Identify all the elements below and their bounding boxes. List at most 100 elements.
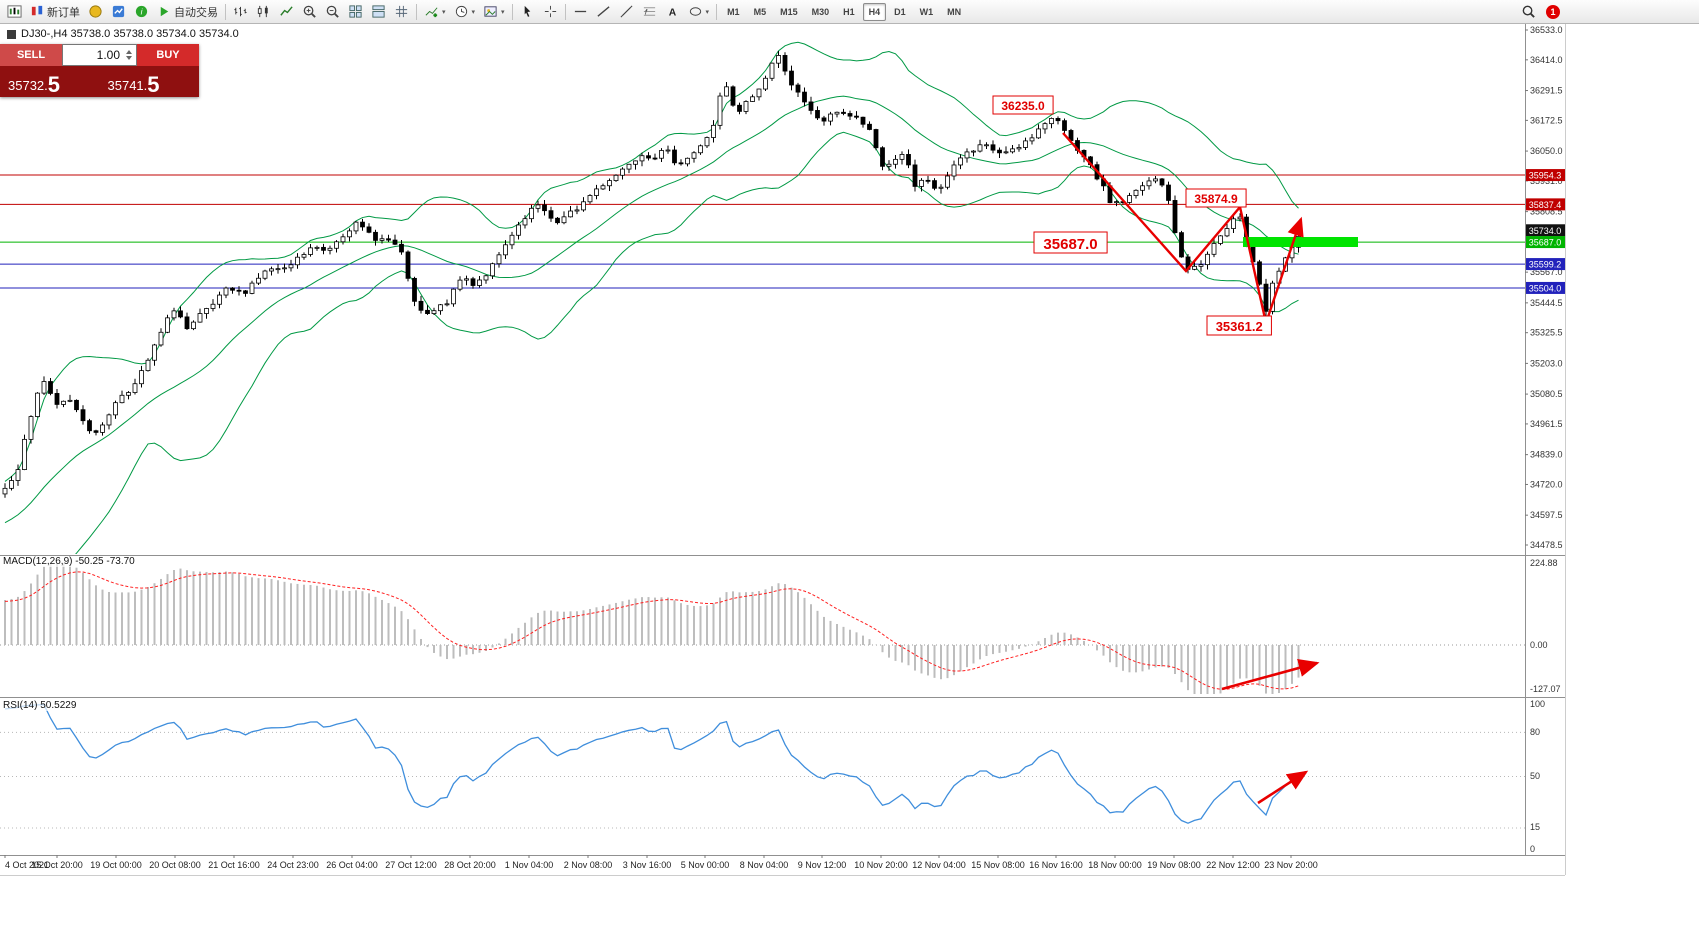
volume-spinner[interactable] xyxy=(123,50,134,60)
zoom-in-icon xyxy=(302,4,317,19)
chart-window-icon xyxy=(7,4,22,19)
svg-text:35734.0: 35734.0 xyxy=(1529,226,1562,236)
indicators-caret-icon: ▾ xyxy=(442,8,446,16)
svg-text:35203.0: 35203.0 xyxy=(1530,358,1563,368)
new-order-icon xyxy=(30,4,45,19)
zoom-out-icon xyxy=(325,4,340,19)
cursor-button[interactable] xyxy=(516,2,539,22)
bars-chart-icon xyxy=(233,4,248,19)
svg-text:26 Oct 04:00: 26 Oct 04:00 xyxy=(326,860,378,870)
bars-chart-button[interactable] xyxy=(229,2,252,22)
macd-panel xyxy=(0,563,1525,694)
svg-text:35954.3: 35954.3 xyxy=(1529,171,1562,181)
timeframe-D1[interactable]: D1 xyxy=(894,6,906,17)
tile-windows-button[interactable] xyxy=(344,2,367,22)
line-chart-button[interactable] xyxy=(275,2,298,22)
svg-text:36414.0: 36414.0 xyxy=(1530,55,1563,65)
svg-text:35567.0: 35567.0 xyxy=(1530,267,1563,277)
periods-button[interactable]: ▾ xyxy=(450,2,480,22)
svg-text:10 Nov 20:00: 10 Nov 20:00 xyxy=(854,860,908,870)
chart-window-button[interactable] xyxy=(3,2,26,22)
new-order-label: 新订单 xyxy=(47,6,80,19)
price-axis: 36533.036414.036291.536172.536050.035931… xyxy=(1525,25,1565,854)
zoom-in-button[interactable] xyxy=(298,2,321,22)
auto-trading-button[interactable]: 自动交易 xyxy=(153,2,222,22)
template-button[interactable]: ▾ xyxy=(479,2,509,22)
volume-up-icon[interactable] xyxy=(125,50,132,54)
candles xyxy=(2,51,1301,498)
svg-text:4 Oct 2021: 4 Oct 2021 xyxy=(5,860,49,870)
svg-text:34478.5: 34478.5 xyxy=(1530,540,1563,550)
highlight-zone xyxy=(1243,237,1358,247)
periods-caret-icon: ▾ xyxy=(471,8,476,16)
trade-panel-buttons: SELL 1.00 BUY xyxy=(0,44,199,66)
svg-text:35599.2: 35599.2 xyxy=(1529,260,1562,270)
search-icon xyxy=(1521,4,1536,19)
volume-stepper[interactable]: 1.00 xyxy=(62,44,137,66)
volume-value[interactable]: 1.00 xyxy=(96,48,120,62)
buy-price[interactable]: 35741. 5 xyxy=(100,66,200,97)
svg-text:36533.0: 36533.0 xyxy=(1530,25,1563,35)
timeframe-M5[interactable]: M5 xyxy=(753,6,767,17)
timeframe-M30[interactable]: M30 xyxy=(811,6,830,17)
symbol-ohlc-label: DJ30-,H4 35738.0 35738.0 35734.0 35734.0 xyxy=(7,28,239,40)
timeframe-H4[interactable]: H4 xyxy=(862,2,887,21)
candles-chart-button[interactable] xyxy=(252,2,275,22)
shapes-button[interactable]: ▾ xyxy=(684,2,714,22)
svg-text:2 Nov 08:00: 2 Nov 08:00 xyxy=(564,860,613,870)
svg-text:36172.5: 36172.5 xyxy=(1530,115,1563,125)
cursor-icon xyxy=(520,4,535,19)
timeframe-M1[interactable]: M1 xyxy=(727,6,740,17)
svg-text:1 Nov 04:00: 1 Nov 04:00 xyxy=(505,860,554,870)
search-button[interactable] xyxy=(1517,2,1540,22)
crosshair-button[interactable] xyxy=(539,2,562,22)
auto-arrange-button[interactable] xyxy=(367,2,390,22)
timeframe-M15[interactable]: M15 xyxy=(780,6,798,17)
volume-down-icon[interactable] xyxy=(125,56,132,60)
svg-text:100: 100 xyxy=(1530,699,1545,709)
hline-button[interactable] xyxy=(569,2,592,22)
trendline-button[interactable] xyxy=(592,2,615,22)
svg-text:f: f xyxy=(644,7,647,16)
svg-text:34839.0: 34839.0 xyxy=(1530,450,1563,460)
toolbar-left: 新订单 i 自动交易 ▾ ▾ ▾ f A ▾ M1 M5 M15 M30 H1 H4 D1 W1 MN xyxy=(3,2,968,22)
market-watch-button[interactable] xyxy=(107,2,130,22)
buy-button[interactable]: BUY xyxy=(137,44,199,66)
panel-frame xyxy=(0,24,1566,876)
svg-text:15: 15 xyxy=(1530,822,1540,832)
svg-text:34720.0: 34720.0 xyxy=(1530,479,1563,489)
svg-text:22 Nov 12:00: 22 Nov 12:00 xyxy=(1206,860,1260,870)
timeframe-MN[interactable]: MN xyxy=(947,6,962,17)
timeframe-H1[interactable]: H1 xyxy=(843,6,855,17)
svg-text:27 Oct 12:00: 27 Oct 12:00 xyxy=(385,860,437,870)
text-button[interactable]: A xyxy=(661,2,684,22)
svg-text:19 Oct 00:00: 19 Oct 00:00 xyxy=(90,860,142,870)
indicators-button[interactable]: ▾ xyxy=(420,2,450,22)
chart-icon xyxy=(7,29,16,39)
grid-button[interactable] xyxy=(390,2,413,22)
svg-text:34961.5: 34961.5 xyxy=(1530,419,1563,429)
svg-text:23 Nov 20:00: 23 Nov 20:00 xyxy=(1264,860,1318,870)
data-window-icon: i xyxy=(134,4,149,19)
fibonacci-icon: f xyxy=(642,4,657,19)
rsi-label: RSI(14) 50.5229 xyxy=(3,700,77,711)
sell-price[interactable]: 35732. 5 xyxy=(0,66,100,97)
data-window-button[interactable]: i xyxy=(130,2,153,22)
zoom-out-button[interactable] xyxy=(321,2,344,22)
sell-button[interactable]: SELL xyxy=(0,44,62,66)
shapes-caret-icon: ▾ xyxy=(705,8,710,16)
channel-button[interactable] xyxy=(615,2,638,22)
toolbar-separator xyxy=(564,3,566,20)
symbol-ohlc-text: DJ30-,H4 35738.0 35738.0 35734.0 35734.0 xyxy=(21,28,239,40)
notification-badge[interactable]: 1 xyxy=(1546,4,1560,19)
profile-button[interactable] xyxy=(84,2,107,22)
auto-trading-label: 自动交易 xyxy=(174,6,218,19)
new-order-button[interactable]: 新订单 xyxy=(26,2,84,22)
svg-text:224.88: 224.88 xyxy=(1530,558,1558,568)
timeframe-W1[interactable]: W1 xyxy=(919,6,934,17)
svg-text:80: 80 xyxy=(1530,727,1540,737)
fibonacci-button[interactable]: f xyxy=(638,2,661,22)
toolbar: 新订单 i 自动交易 ▾ ▾ ▾ f A ▾ M1 M5 M15 M30 H1 H4 D1 W1 MN 1 xyxy=(0,0,1699,24)
